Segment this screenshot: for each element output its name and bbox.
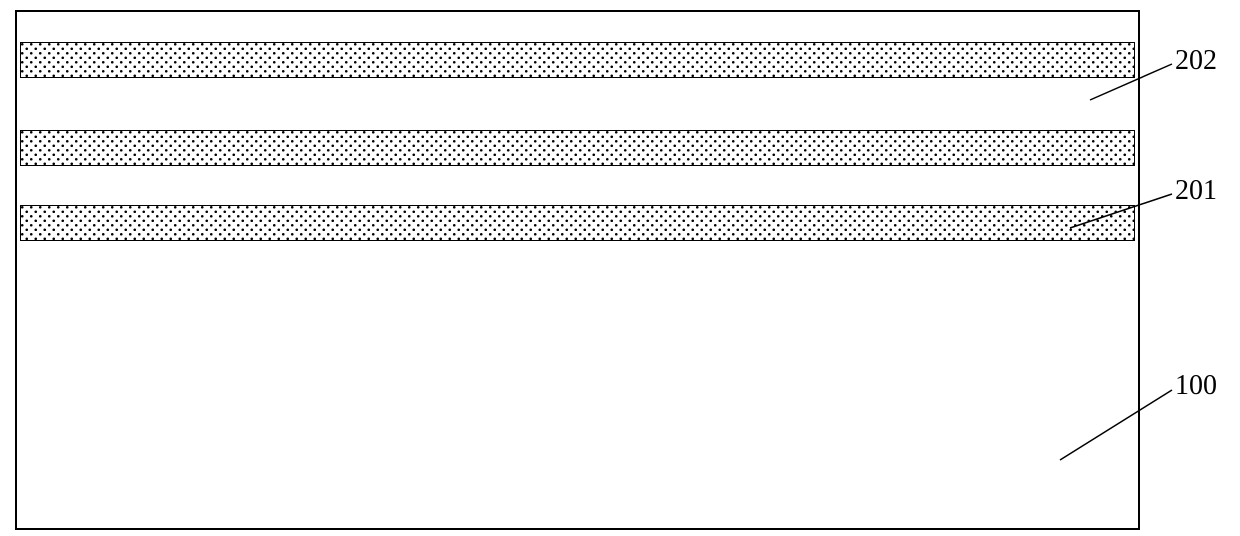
- layer-dot-bottom: [20, 205, 1135, 241]
- layer-dot-middle: [20, 130, 1135, 166]
- label-201: 201: [1175, 175, 1217, 207]
- diagram-stage: 202 201 100: [0, 0, 1240, 536]
- structure-outline: [15, 10, 1140, 530]
- layer-dot-top: [20, 42, 1135, 78]
- label-100: 100: [1175, 370, 1217, 402]
- label-202: 202: [1175, 45, 1217, 77]
